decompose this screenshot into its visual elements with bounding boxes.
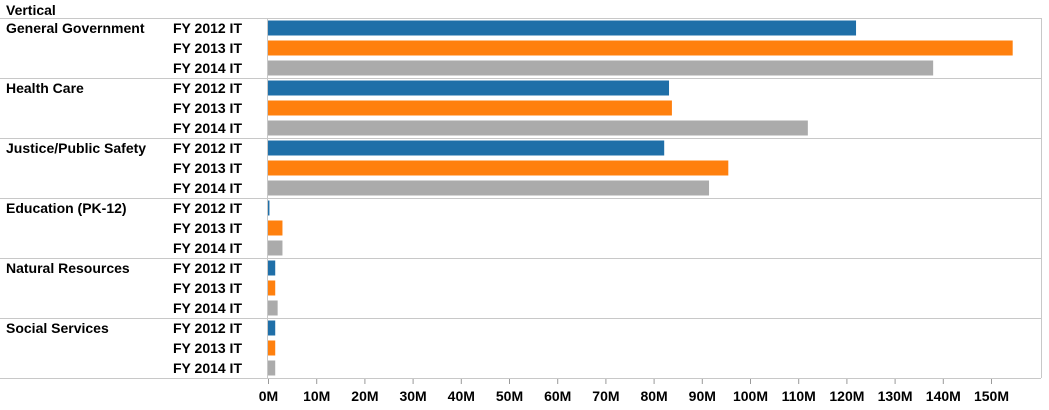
- x-tick-label: 150M: [974, 388, 1009, 404]
- bar-label: FY 2014 IT: [173, 360, 242, 376]
- x-tick-label: 120M: [829, 388, 864, 404]
- bar: [268, 100, 672, 116]
- bar-label: FY 2012 IT: [173, 320, 242, 336]
- bar: [268, 220, 283, 236]
- bar: [268, 140, 665, 156]
- bar-label: FY 2014 IT: [173, 240, 242, 256]
- bar-label: FY 2012 IT: [173, 140, 242, 156]
- bar: [268, 280, 276, 296]
- group-label: Education (PK-12): [6, 200, 127, 216]
- bar-label: FY 2012 IT: [173, 200, 242, 216]
- group-label: Health Care: [6, 80, 84, 96]
- bar-label: FY 2013 IT: [173, 280, 242, 296]
- bar-label: FY 2014 IT: [173, 300, 242, 316]
- bar-label: FY 2014 IT: [173, 180, 242, 196]
- x-tick-label: 130M: [878, 388, 913, 404]
- bar: [268, 360, 276, 376]
- bar: [268, 320, 276, 336]
- bar-label: FY 2014 IT: [173, 120, 242, 136]
- group-label: Natural Resources: [6, 260, 130, 276]
- x-tick-label: 80M: [640, 388, 667, 404]
- bar: [268, 60, 934, 76]
- bar: [268, 260, 276, 276]
- bar: [268, 200, 270, 216]
- x-tick-label: 20M: [351, 388, 378, 404]
- group-label: Justice/Public Safety: [6, 140, 146, 156]
- bar: [268, 40, 1013, 56]
- column-header: Vertical: [6, 2, 56, 18]
- bar: [268, 180, 710, 196]
- bar-label: FY 2012 IT: [173, 260, 242, 276]
- x-tick-label: 100M: [733, 388, 768, 404]
- bar-label: FY 2013 IT: [173, 160, 242, 176]
- bar-label: FY 2012 IT: [173, 20, 242, 36]
- bar: [268, 120, 808, 136]
- x-tick-label: 70M: [592, 388, 619, 404]
- bar-label: FY 2013 IT: [173, 100, 242, 116]
- x-tick-label: 0M: [259, 388, 278, 404]
- x-tick-label: 110M: [782, 388, 816, 404]
- bar: [268, 340, 276, 356]
- bar: [268, 300, 278, 316]
- bar: [268, 20, 857, 36]
- group-label: Social Services: [6, 320, 109, 336]
- x-tick-label: 40M: [448, 388, 475, 404]
- x-tick-label: 50M: [496, 388, 523, 404]
- x-tick-label: 10M: [303, 388, 330, 404]
- x-tick-label: 90M: [689, 388, 716, 404]
- bar: [268, 160, 729, 176]
- bar-label: FY 2012 IT: [173, 80, 242, 96]
- bar: [268, 80, 670, 96]
- bar-label: FY 2013 IT: [173, 40, 242, 56]
- x-tick-label: 60M: [544, 388, 571, 404]
- bar-label: FY 2013 IT: [173, 220, 242, 236]
- bar-label: FY 2014 IT: [173, 60, 242, 76]
- group-label: General Government: [6, 20, 145, 36]
- x-tick-label: 30M: [399, 388, 426, 404]
- bar: [268, 240, 283, 256]
- x-tick-label: 140M: [926, 388, 961, 404]
- bar-label: FY 2013 IT: [173, 340, 242, 356]
